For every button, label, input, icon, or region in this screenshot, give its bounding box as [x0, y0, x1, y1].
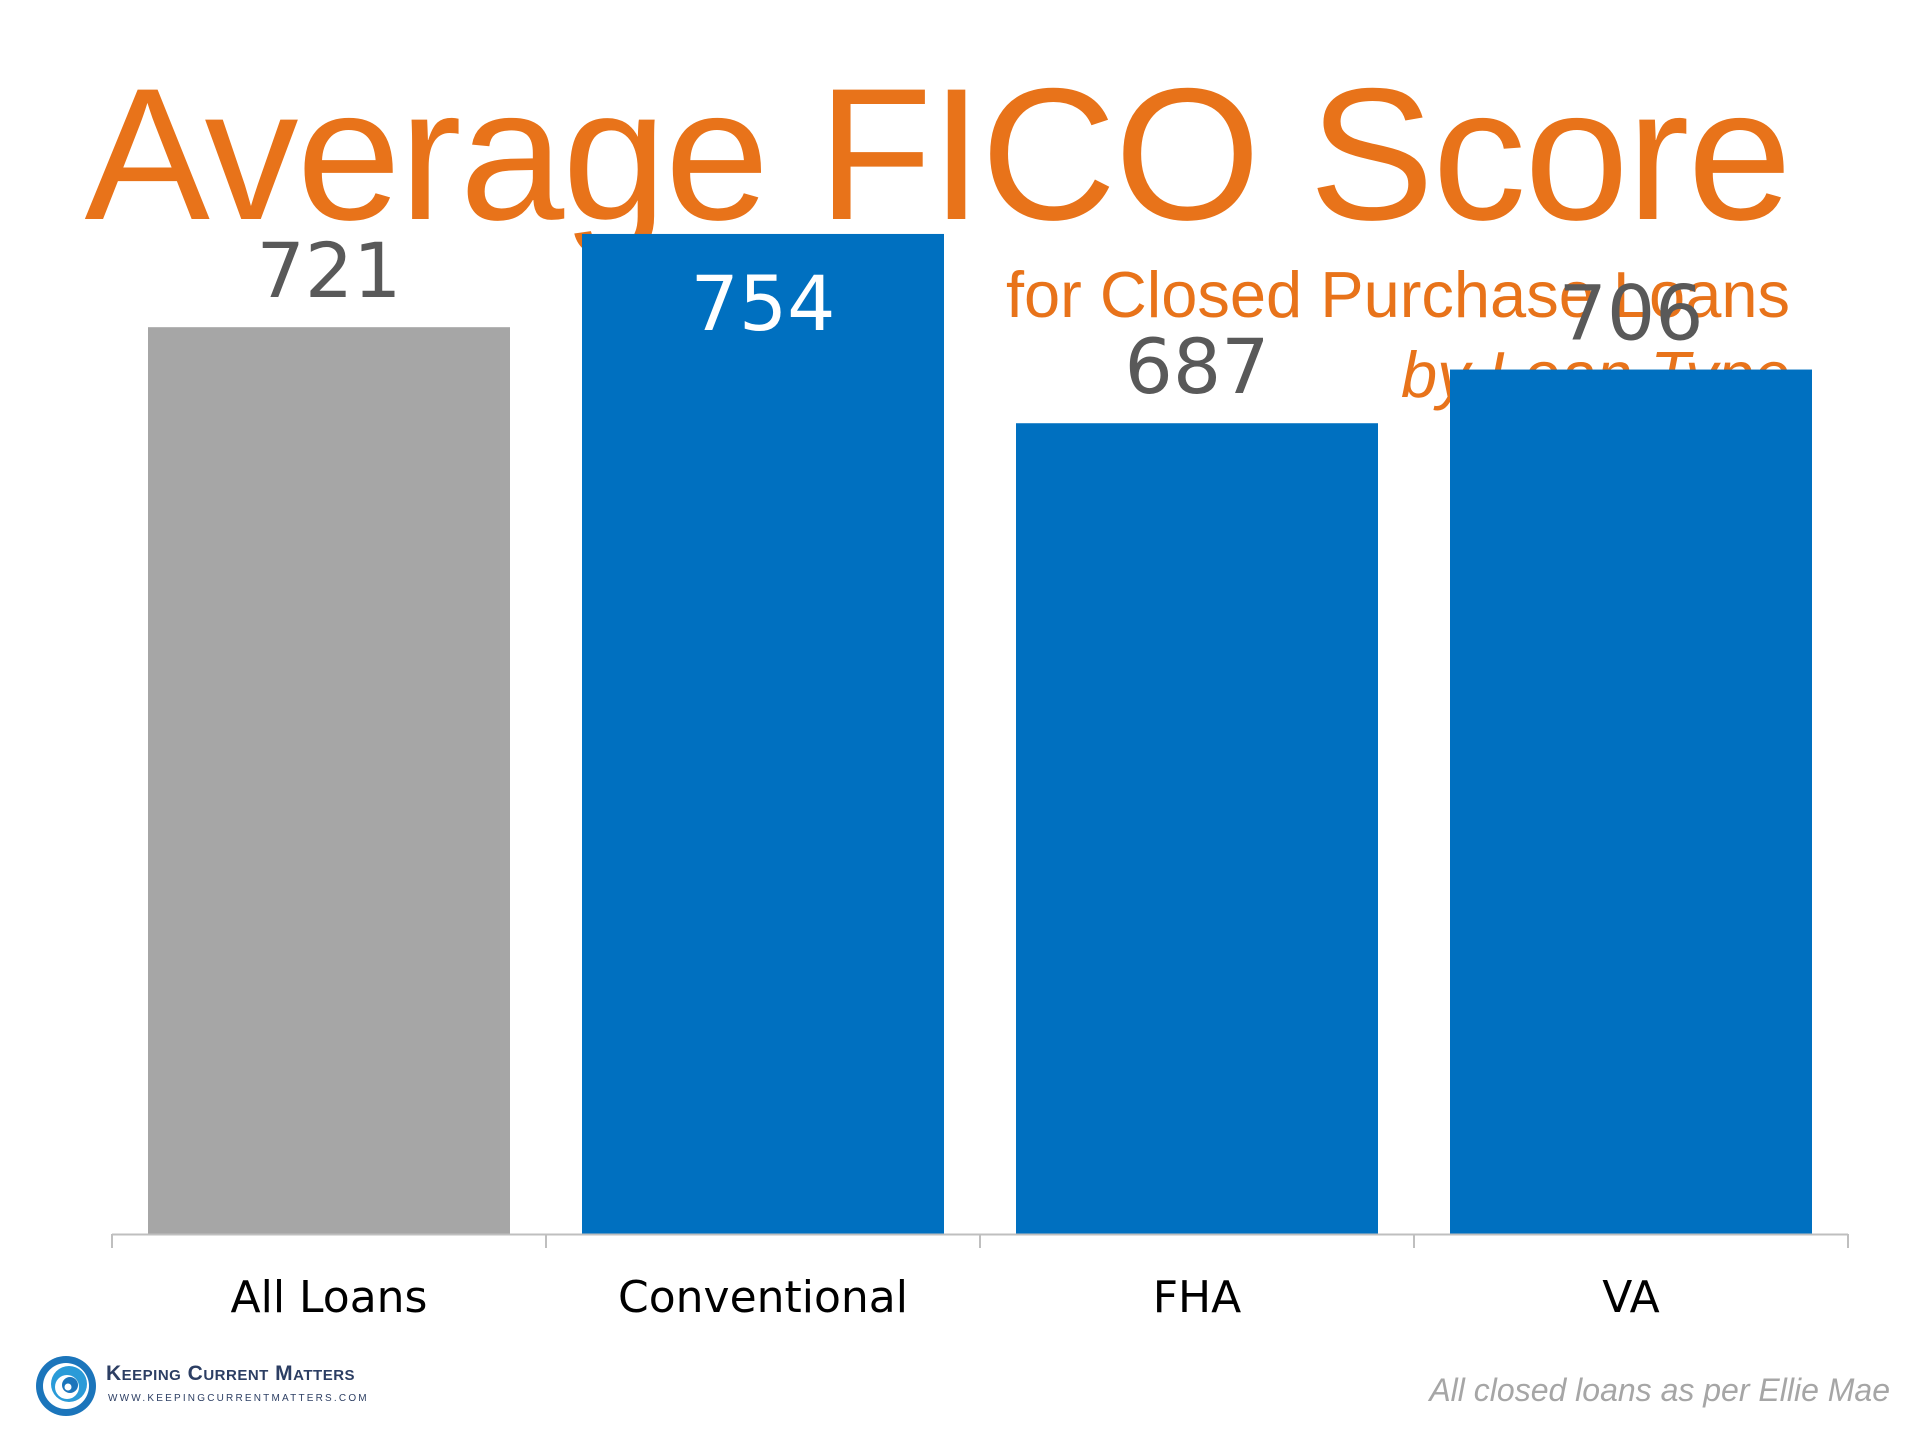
- chart-subtitle: for Closed Purchase Loans: [1005, 258, 1790, 331]
- bar-fha: [1016, 423, 1378, 1235]
- bar-group: 721 754 687 706: [148, 226, 1812, 1235]
- logo-name: Keeping Current Matters: [106, 1362, 356, 1385]
- category-label-va: VA: [1602, 1272, 1659, 1323]
- value-label-fha: 687: [1124, 322, 1269, 411]
- source-note: All closed loans as per Ellie Mae: [1429, 1372, 1890, 1408]
- bar-va: [1450, 369, 1812, 1234]
- chart-title: Average FICO Score: [84, 49, 1792, 259]
- swirl-icon: [36, 1356, 96, 1416]
- category-label-all-loans: All Loans: [231, 1272, 428, 1323]
- bar-all-loans: [148, 327, 510, 1234]
- logo-url: WWW.KEEPINGCURRENTMATTERS.COM: [108, 1393, 369, 1404]
- value-label-conventional: 754: [690, 259, 835, 348]
- bar-conventional: [582, 233, 944, 1234]
- value-label-va: 706: [1558, 269, 1703, 358]
- logo: Keeping Current Matters WWW.KEEPINGCURRE…: [34, 1354, 367, 1424]
- category-label-fha: FHA: [1153, 1272, 1242, 1323]
- x-axis: All Loans Conventional FHA VA: [111, 1233, 1849, 1323]
- category-label-conventional: Conventional: [618, 1272, 908, 1323]
- value-label-all-loans: 721: [256, 226, 401, 315]
